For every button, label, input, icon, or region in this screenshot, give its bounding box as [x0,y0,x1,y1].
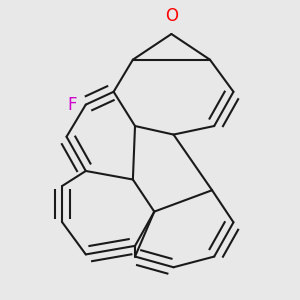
Text: O: O [165,7,178,25]
Text: F: F [67,96,76,114]
